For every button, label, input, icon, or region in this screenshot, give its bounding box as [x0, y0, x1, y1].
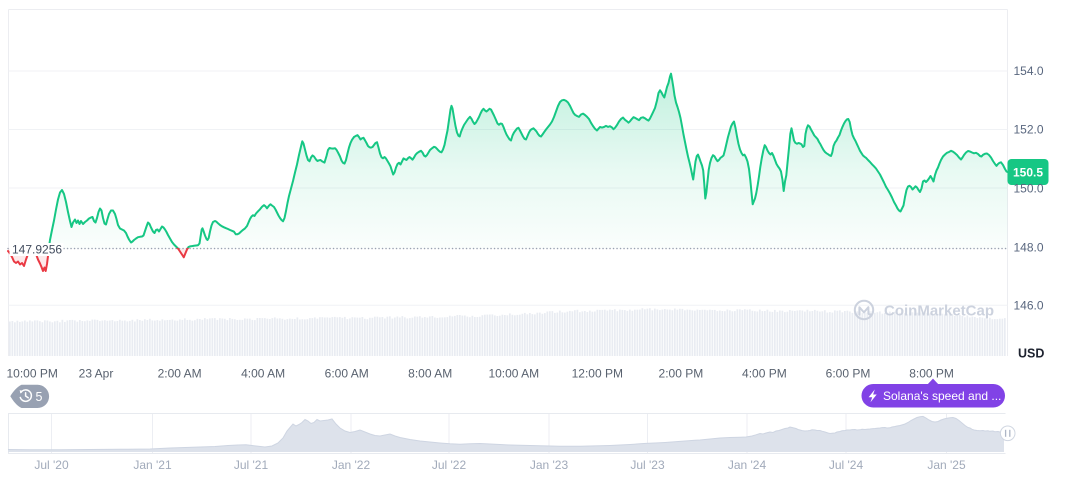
svg-text:152.0: 152.0 [1014, 122, 1044, 136]
svg-text:USD: USD [1018, 347, 1044, 361]
svg-text:Jan '21: Jan '21 [133, 458, 172, 472]
svg-text:5: 5 [36, 390, 43, 404]
svg-text:8:00 PM: 8:00 PM [909, 367, 954, 381]
svg-text:Solana's speed and ...: Solana's speed and ... [883, 389, 1001, 403]
svg-text:Jan '22: Jan '22 [332, 458, 371, 472]
svg-text:Jul '23: Jul '23 [630, 458, 665, 472]
svg-text:23 Apr: 23 Apr [79, 367, 114, 381]
svg-text:154.0: 154.0 [1014, 64, 1044, 78]
svg-text:8:00 AM: 8:00 AM [408, 367, 452, 381]
svg-text:4:00 AM: 4:00 AM [241, 367, 285, 381]
svg-text:150.0: 150.0 [1014, 181, 1044, 195]
svg-text:6:00 PM: 6:00 PM [826, 367, 871, 381]
svg-text:150.5: 150.5 [1013, 165, 1043, 179]
svg-text:4:00 PM: 4:00 PM [742, 367, 787, 381]
svg-text:12:00 PM: 12:00 PM [572, 367, 623, 381]
svg-text:Jul '24: Jul '24 [829, 458, 864, 472]
svg-text:10:00 AM: 10:00 AM [488, 367, 539, 381]
svg-text:6:00 AM: 6:00 AM [325, 367, 369, 381]
svg-text:Jan '23: Jan '23 [530, 458, 569, 472]
svg-text:Jul '22: Jul '22 [432, 458, 467, 472]
svg-text:2:00 PM: 2:00 PM [659, 367, 704, 381]
svg-text:Jan '24: Jan '24 [728, 458, 767, 472]
svg-text:Jan '25: Jan '25 [927, 458, 966, 472]
svg-text:Jul '21: Jul '21 [234, 458, 269, 472]
svg-text:Jul '20: Jul '20 [34, 458, 69, 472]
svg-text:146.0: 146.0 [1014, 299, 1044, 313]
svg-text:148.0: 148.0 [1014, 240, 1044, 254]
svg-text:10:00 PM: 10:00 PM [7, 367, 58, 381]
svg-text:147.9256: 147.9256 [12, 243, 62, 257]
svg-text:2:00 AM: 2:00 AM [158, 367, 202, 381]
svg-text:CoinMarketCap: CoinMarketCap [884, 303, 994, 320]
